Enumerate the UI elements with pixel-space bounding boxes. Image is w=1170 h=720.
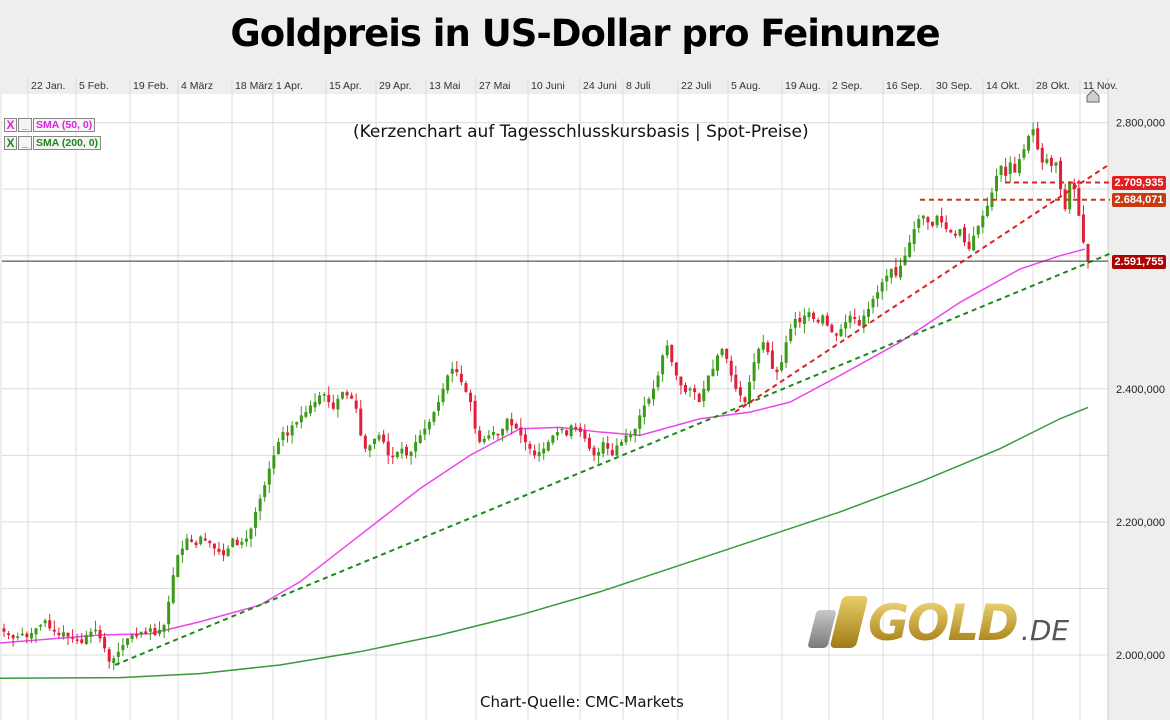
logo-bar-gold-icon bbox=[829, 596, 869, 648]
chart-subtitle: (Kerzenchart auf Tagesschlusskursbasis |… bbox=[353, 122, 809, 142]
svg-text:5 Aug.: 5 Aug. bbox=[731, 80, 761, 92]
svg-text:29 Apr.: 29 Apr. bbox=[379, 80, 412, 92]
svg-text:8 Juli: 8 Juli bbox=[626, 80, 651, 92]
toggle-sma200-icon[interactable]: X bbox=[4, 135, 17, 150]
svg-text:2 Sep.: 2 Sep. bbox=[832, 80, 862, 92]
svg-text:2.000,000: 2.000,000 bbox=[1116, 650, 1165, 662]
x-axis-band bbox=[2, 78, 1108, 94]
svg-text:19 Aug.: 19 Aug. bbox=[785, 80, 821, 92]
candles bbox=[2, 121, 1090, 671]
chart-title: Goldpreis in US-Dollar pro Feinunze bbox=[230, 12, 940, 55]
price-tag-current: 2.591,755 bbox=[1112, 255, 1166, 269]
svg-text:30 Sep.: 30 Sep. bbox=[936, 80, 972, 92]
price-tag-resistance-2: 2.684,071 bbox=[1112, 193, 1166, 207]
gold-de-logo: GOLD .DE bbox=[807, 594, 1070, 652]
logo-suffix: .DE bbox=[1020, 614, 1070, 647]
y-axis-labels: 2.000,000 2.200,000 2.400,000 2.800,000 bbox=[1116, 118, 1165, 662]
svg-text:14 Okt.: 14 Okt. bbox=[986, 80, 1020, 92]
svg-text:22 Juli: 22 Juli bbox=[681, 80, 711, 92]
x-axis-labels: 22 Jan. 5 Feb. 19 Feb. 4 März 18 März 1 Apr. 1… bbox=[31, 80, 1118, 92]
svg-text:28 Okt.: 28 Okt. bbox=[1036, 80, 1070, 92]
sma50-style-icon[interactable]: _ bbox=[18, 117, 32, 132]
svg-text:15 Apr.: 15 Apr. bbox=[329, 80, 362, 92]
logo-text: GOLD bbox=[868, 594, 1019, 652]
svg-text:22 Jan.: 22 Jan. bbox=[31, 80, 65, 92]
chart-source: Chart-Quelle: CMC-Markets bbox=[480, 693, 684, 711]
svg-text:19 Feb.: 19 Feb. bbox=[133, 80, 169, 92]
svg-text:18 März: 18 März bbox=[235, 80, 273, 92]
svg-text:10 Juni: 10 Juni bbox=[531, 80, 565, 92]
sma200-line bbox=[0, 406, 1089, 680]
svg-text:13 Mai: 13 Mai bbox=[429, 80, 461, 92]
svg-text:1 Apr.: 1 Apr. bbox=[276, 80, 303, 92]
svg-text:2.400,000: 2.400,000 bbox=[1116, 384, 1165, 396]
sma200-style-icon[interactable]: _ bbox=[18, 135, 32, 150]
legend-sma200[interactable]: X _ SMA (200, 0) bbox=[4, 135, 102, 150]
sma200-label[interactable]: SMA (200, 0) bbox=[33, 135, 102, 150]
toggle-sma50-icon[interactable]: X bbox=[4, 117, 17, 132]
plot-area bbox=[2, 78, 1108, 720]
legend-sma50[interactable]: X _ SMA (50, 0) bbox=[4, 117, 96, 132]
svg-text:2.800,000: 2.800,000 bbox=[1116, 118, 1165, 130]
svg-text:27 Mai: 27 Mai bbox=[479, 80, 511, 92]
svg-text:11 Nov.: 11 Nov. bbox=[1083, 80, 1118, 92]
trendlines bbox=[114, 163, 1111, 666]
svg-text:16 Sep.: 16 Sep. bbox=[886, 80, 922, 92]
svg-text:2.200,000: 2.200,000 bbox=[1116, 517, 1165, 529]
price-tag-resistance-1: 2.709,935 bbox=[1112, 176, 1166, 190]
home-marker-icon[interactable] bbox=[1086, 89, 1100, 103]
svg-text:24 Juni: 24 Juni bbox=[583, 80, 617, 92]
svg-text:5 Feb.: 5 Feb. bbox=[79, 80, 109, 92]
svg-text:4 März: 4 März bbox=[181, 80, 213, 92]
sma50-label[interactable]: SMA (50, 0) bbox=[33, 117, 96, 132]
